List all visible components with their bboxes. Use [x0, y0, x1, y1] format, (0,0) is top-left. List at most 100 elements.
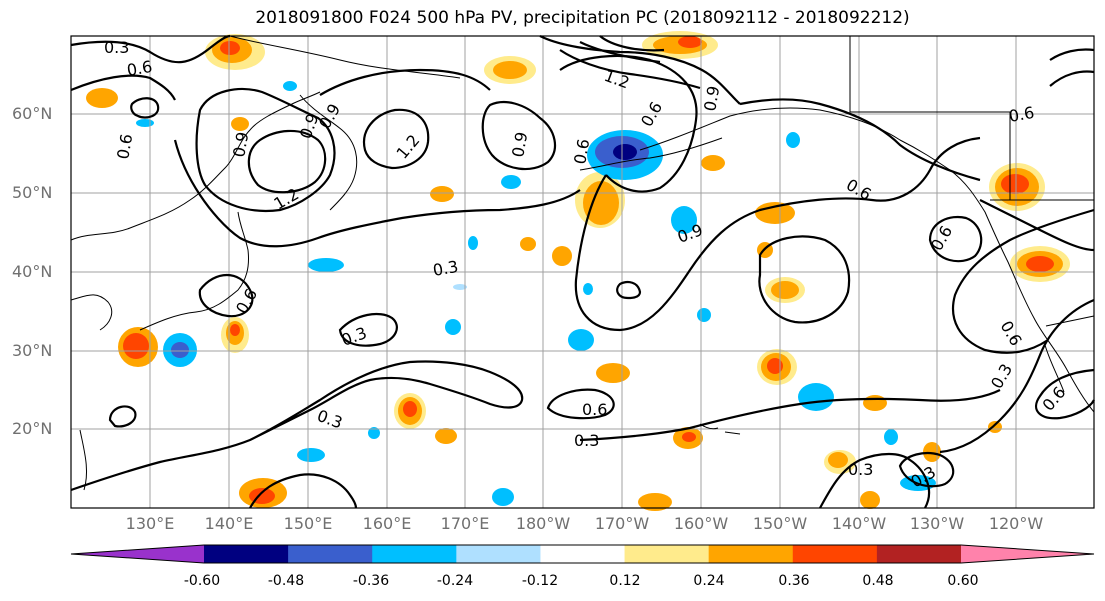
- contour-line: [579, 389, 1001, 442]
- contour-label: 0.3: [574, 431, 599, 450]
- coastline-alaska: [639, 107, 951, 171]
- precip-area: [884, 429, 898, 445]
- precip-area: [988, 421, 1002, 433]
- precip-area: [86, 88, 118, 108]
- positive-precip-areas: [86, 31, 1070, 511]
- colorbar-segment: [792, 545, 878, 563]
- coastlines: [70, 35, 1095, 491]
- precip-area: [863, 395, 887, 411]
- contour-label: 0.9: [700, 84, 723, 112]
- contour-line: [546, 388, 615, 420]
- pv-contours: [70, 34, 1095, 509]
- coastline-korea: [70, 294, 113, 331]
- contour-line: [898, 451, 955, 488]
- colorbar-tick-label: -0.24: [436, 573, 474, 589]
- colorbar-outline: [70, 544, 1095, 564]
- contour-label: 0.9: [508, 130, 531, 158]
- colorbar: [70, 544, 1095, 564]
- precip-area: [697, 308, 711, 322]
- precip-area: [682, 432, 696, 442]
- colorbar-segment: [876, 545, 962, 563]
- colorbar-extend-low: [71, 545, 204, 563]
- contour-line: [939, 298, 1095, 454]
- contour-label: 0.3: [104, 38, 129, 57]
- contour-line: [1035, 368, 1095, 420]
- precip-area: [493, 61, 527, 79]
- precip-area: [786, 132, 800, 148]
- country-border-alaska: [849, 36, 1011, 200]
- coastline-baja: [1044, 344, 1065, 393]
- precip-area: [671, 206, 697, 234]
- lat-label: 50°N: [12, 183, 53, 202]
- precip-area: [492, 488, 514, 506]
- colorbar-tick-label: 0.48: [862, 573, 894, 589]
- map-frame: [70, 35, 1095, 509]
- lon-label: 120°W: [988, 514, 1044, 533]
- contour-line: [70, 34, 231, 64]
- contour-line: [70, 74, 176, 101]
- precip-area: [171, 342, 189, 358]
- contour-line: [559, 54, 698, 193]
- precip-area: [283, 81, 297, 91]
- colorbar-tick-label: -0.48: [267, 573, 305, 589]
- contour-line: [108, 405, 137, 428]
- lon-label: 170°E: [440, 514, 490, 533]
- contour-label: 0.6: [582, 400, 607, 419]
- coastline-siberia: [229, 35, 461, 79]
- contour-line: [195, 88, 336, 212]
- colorbar-segment: [456, 545, 541, 563]
- contour-line: [1049, 70, 1095, 87]
- lat-label: 30°N: [12, 341, 53, 360]
- precip-area: [613, 144, 637, 160]
- precip-area: [220, 41, 240, 55]
- contour-line: [247, 129, 327, 194]
- contour-label: 0.3: [431, 257, 459, 280]
- precip-area: [501, 175, 521, 189]
- precip-area: [403, 401, 417, 417]
- colorbar-tick-label: -0.60: [183, 573, 221, 589]
- contour-line: [599, 35, 665, 52]
- colorbar-tick-label: -0.12: [521, 573, 559, 589]
- contour-line: [70, 360, 524, 492]
- lon-label: 150°W: [752, 514, 808, 533]
- contour-line: [198, 274, 254, 318]
- precip-area: [767, 358, 783, 374]
- contour-line: [1049, 48, 1095, 61]
- contour-label: 0.6: [1007, 103, 1035, 126]
- contour-line: [951, 208, 1095, 354]
- contour-line: [319, 68, 491, 96]
- coastline-north-america: [949, 169, 1095, 413]
- precip-area: [230, 324, 240, 336]
- precip-area: [755, 202, 795, 224]
- precip-area: [368, 427, 380, 439]
- colorbar-segment: [372, 545, 457, 563]
- precip-area: [583, 283, 593, 295]
- contour-line: [338, 312, 398, 347]
- colorbar-tick-label: 0.24: [693, 573, 725, 589]
- precip-area: [520, 237, 536, 251]
- precip-area: [583, 181, 619, 225]
- contour-line: [362, 108, 430, 170]
- contour-line: [928, 215, 983, 263]
- precip-area: [308, 258, 344, 272]
- lat-label: 40°N: [12, 262, 53, 281]
- lat-label: 60°N: [12, 104, 53, 123]
- colorbar-tick-label: 0.12: [609, 573, 641, 589]
- coastline-asia: [70, 91, 321, 241]
- colorbar-tick-label: 0.36: [778, 573, 810, 589]
- lon-label: 160°E: [362, 514, 412, 533]
- precip-area: [297, 448, 325, 462]
- contour-line: [559, 49, 701, 90]
- coastline-aleutians: [579, 137, 723, 171]
- contour-line: [616, 281, 642, 300]
- precip-area: [638, 493, 672, 511]
- lon-label: 180°W: [515, 514, 571, 533]
- contour-line: [249, 473, 358, 509]
- precip-area: [568, 329, 594, 351]
- colorbar-tick-label: 0.60: [947, 573, 979, 589]
- map-title: 2018091800 F024 500 hPa PV, precipitatio…: [255, 8, 910, 28]
- colorbar-extend-high: [961, 545, 1094, 563]
- precip-area: [231, 117, 249, 131]
- graticule: [71, 36, 1094, 508]
- colorbar-tick-label: -0.36: [352, 573, 390, 589]
